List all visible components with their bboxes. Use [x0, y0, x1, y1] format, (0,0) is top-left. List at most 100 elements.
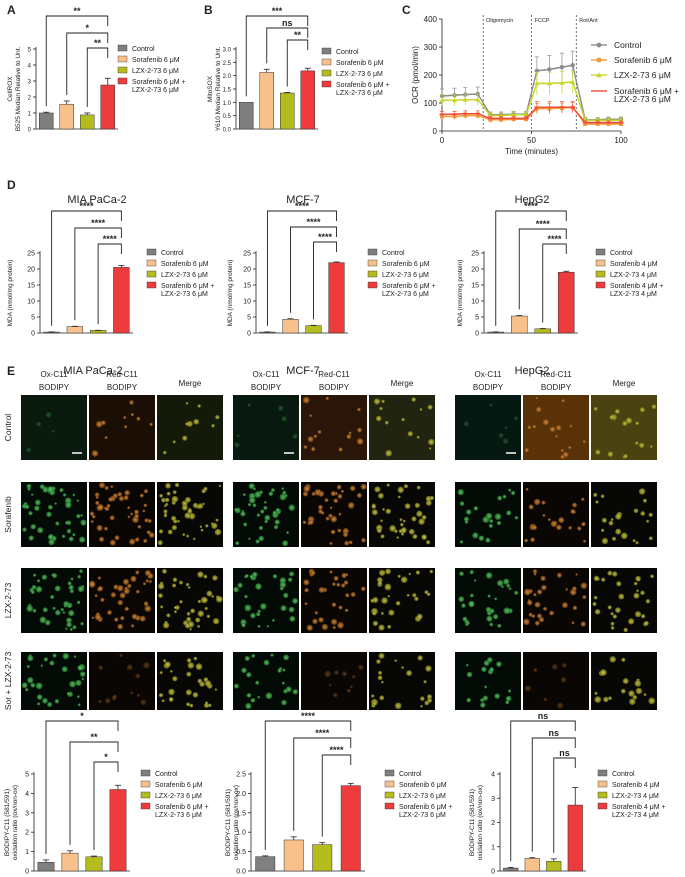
legend-swatch: [117, 77, 128, 85]
micrograph-background: [89, 395, 155, 460]
cell: [615, 528, 622, 535]
cell: [358, 664, 364, 670]
y-axis-label: oxidation ratio (ox/non-ox): [12, 785, 19, 860]
cell: [494, 597, 498, 601]
cell: [54, 585, 61, 592]
chart-c: 0 100 200 300 400 0 50 100 Time (minutes) OCR (pm…: [411, 15, 679, 156]
cell: [204, 606, 208, 611]
cell: [348, 540, 353, 545]
micrograph-mia: [157, 568, 223, 633]
significance-label: ****: [547, 234, 562, 244]
e-title-mia: MIA PaCa-2: [63, 365, 122, 377]
cell: [66, 528, 72, 534]
cell: [285, 686, 292, 693]
cell: [530, 537, 535, 543]
bar: [39, 112, 54, 130]
cell: [307, 436, 314, 443]
cell: [212, 575, 218, 581]
cell: [203, 486, 208, 492]
cell: [569, 424, 573, 428]
cell: [361, 537, 366, 543]
cell: [428, 447, 432, 450]
cell: [534, 620, 540, 626]
cell: [601, 517, 607, 523]
cell: [623, 454, 628, 459]
cell: [107, 610, 112, 615]
cell: [48, 538, 55, 546]
legend-label: LZX-2-73 6 μM: [382, 272, 429, 279]
cell: [408, 528, 415, 535]
chart-e2: 0.0 0.5 1.0 1.5 2.0 2.5 BODIPY-C11 (581/591) ox…: [225, 711, 453, 876]
micrograph-mia: [89, 652, 155, 710]
micrograph-hepg2: [455, 568, 521, 633]
cell: [77, 703, 81, 707]
cell: [488, 523, 493, 528]
cell: [370, 598, 375, 603]
cell: [486, 657, 493, 663]
cell: [394, 659, 397, 662]
cell: [595, 449, 601, 455]
cell: [65, 627, 68, 630]
cell: [497, 623, 502, 628]
cell: [95, 495, 99, 499]
cell: [42, 607, 48, 613]
significance-bracket: [45, 15, 109, 107]
legend-swatch: [146, 281, 157, 289]
cell: [49, 660, 55, 666]
bar: [534, 328, 551, 334]
cell: [277, 668, 282, 673]
cell: [556, 572, 562, 578]
cell: [184, 496, 191, 503]
cell: [165, 502, 169, 506]
cell: [292, 598, 299, 604]
cell: [120, 615, 125, 621]
cell: [350, 685, 353, 689]
y-tick-label: 20: [27, 267, 35, 274]
cell: [197, 610, 205, 617]
cell: [130, 412, 134, 417]
significance-label: ****: [91, 218, 106, 228]
cell: [62, 652, 69, 660]
cell: [346, 688, 351, 693]
cell: [39, 616, 47, 624]
cell: [30, 682, 36, 688]
cell: [380, 519, 383, 522]
legend-swatch: [140, 802, 151, 810]
cell: [420, 696, 425, 701]
cell: [88, 581, 96, 588]
cell: [76, 514, 81, 519]
legend-swatch: [117, 55, 128, 63]
cell: [142, 509, 146, 513]
image-column-header: Ox-C11: [475, 370, 503, 379]
cell: [158, 693, 164, 698]
cell: [214, 528, 222, 536]
cell: [292, 689, 299, 695]
cell: [537, 589, 543, 595]
y-tick-label: 0.5: [236, 849, 246, 856]
cell: [459, 571, 464, 577]
cell: [97, 576, 102, 580]
legend-label: LZX-2-73 6 μM: [155, 793, 202, 800]
cell: [531, 614, 536, 618]
cell: [61, 534, 66, 539]
cell: [173, 606, 177, 610]
y-tick-label: 0: [28, 128, 32, 134]
cell: [106, 503, 111, 508]
micrograph-mcf7: [301, 568, 367, 633]
cell: [466, 621, 470, 625]
cell: [570, 508, 576, 514]
image-row-label: Sorafenib: [3, 496, 13, 533]
cell: [149, 422, 153, 427]
e-title-hepg2: HepG2: [515, 365, 550, 377]
legend-label: Sorafenib 6 μM +: [155, 804, 209, 811]
cell: [469, 569, 474, 575]
cell: [593, 406, 598, 411]
cell: [168, 697, 174, 702]
significance-label: *: [80, 711, 84, 721]
cell: [80, 622, 84, 626]
y-axis-label: B525 Median Relative to Unt.: [15, 47, 22, 132]
y-axis-label: OCR (pmol/min): [411, 46, 420, 104]
y-tick-label: 0.0: [223, 128, 232, 134]
y-tick-label: 1: [491, 844, 495, 851]
micrograph-background: [301, 652, 367, 710]
